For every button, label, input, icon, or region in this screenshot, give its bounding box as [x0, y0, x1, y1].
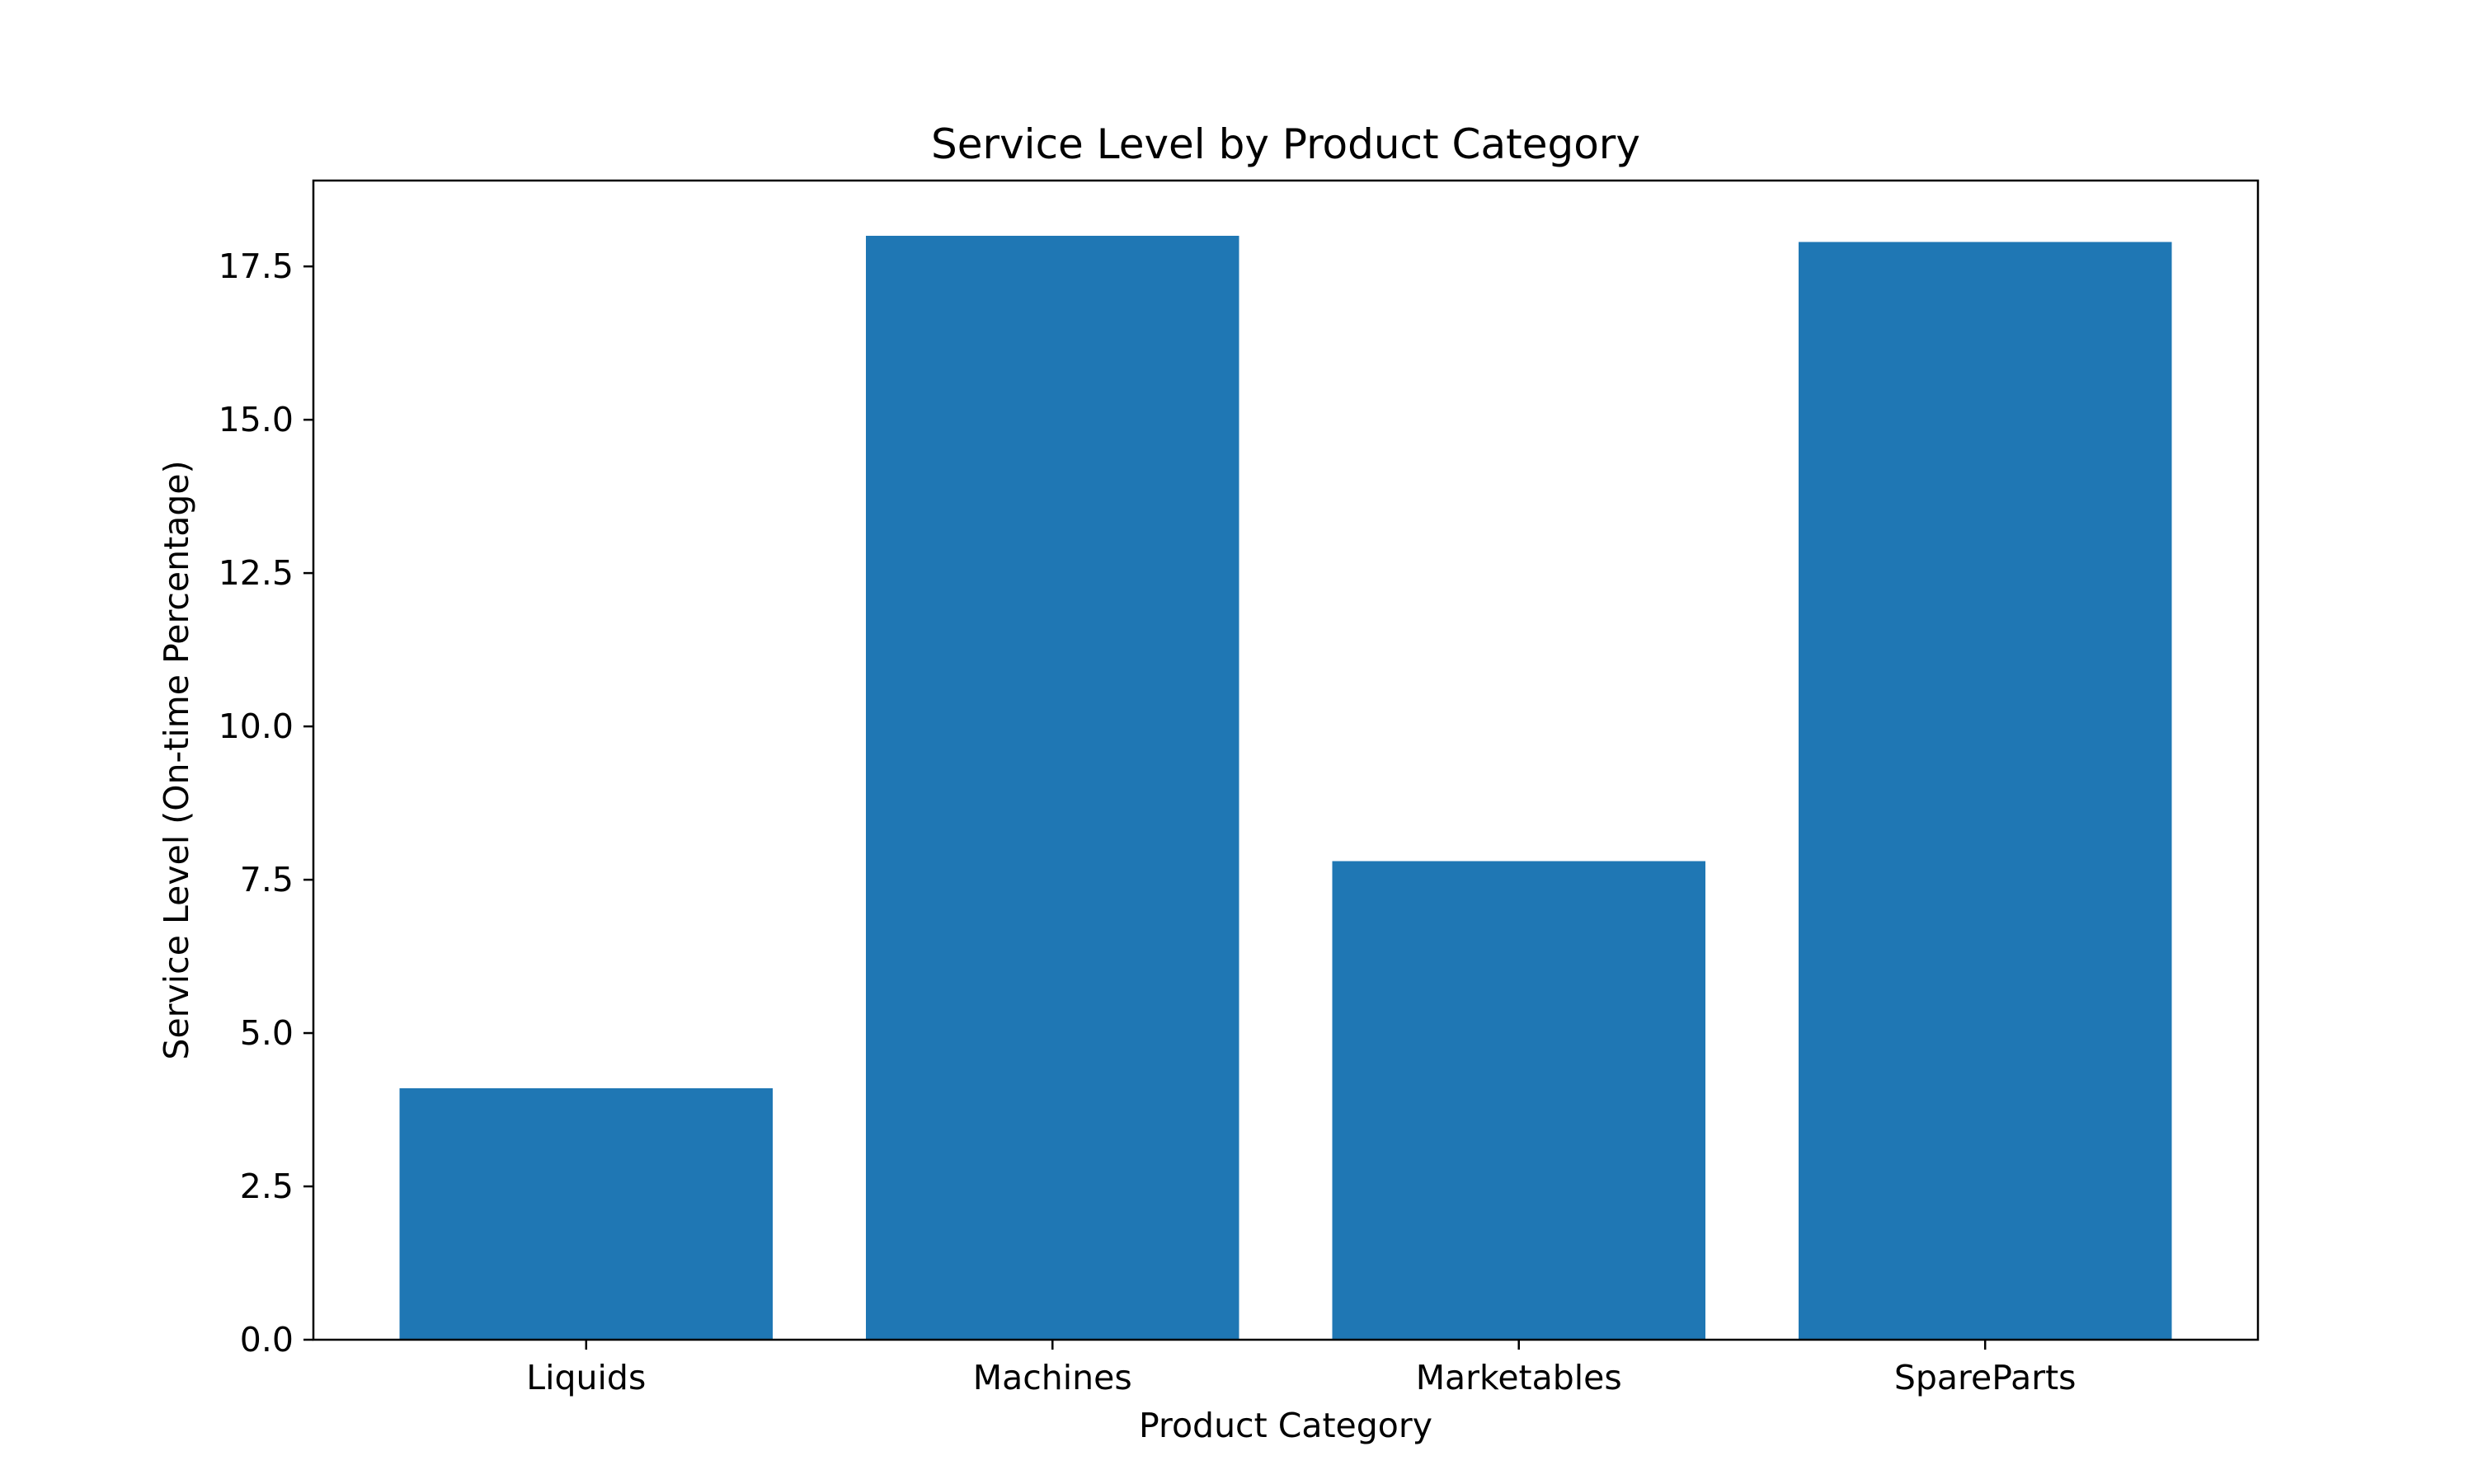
- x-tick-label: Liquids: [526, 1358, 646, 1397]
- y-tick-label: 7.5: [240, 860, 294, 899]
- bar-machines: [866, 235, 1239, 1340]
- chart-title: Service Level by Product Category: [931, 120, 1640, 168]
- x-axis-label: Product Category: [1139, 1406, 1432, 1445]
- y-tick-label: 12.5: [219, 553, 294, 593]
- y-tick-label: 0.0: [240, 1320, 294, 1360]
- plot-frame: [312, 179, 2260, 1341]
- y-tick-label: 17.5: [219, 247, 294, 286]
- bar-marketables: [1332, 861, 1705, 1340]
- y-axis-label: Service Level (On-time Percentage): [157, 460, 196, 1059]
- x-axis: Liquids Machines Marketables SpareParts: [526, 1340, 2077, 1397]
- x-tick-label: Machines: [973, 1358, 1132, 1397]
- y-tick-label: 2.5: [240, 1167, 294, 1206]
- x-tick-label: SpareParts: [1894, 1358, 2077, 1397]
- y-tick-label: 10.0: [219, 707, 294, 746]
- y-axis: 0.0 2.5 5.0 7.5 10.0 12.5 15.0 17.5: [219, 247, 313, 1360]
- y-tick-label: 15.0: [219, 400, 294, 439]
- x-tick-label: Marketables: [1416, 1358, 1622, 1397]
- bars-layer: [399, 235, 2172, 1340]
- y-tick-label: 5.0: [240, 1013, 294, 1053]
- bar-spareparts: [1799, 242, 2172, 1340]
- bar-liquids: [399, 1087, 773, 1340]
